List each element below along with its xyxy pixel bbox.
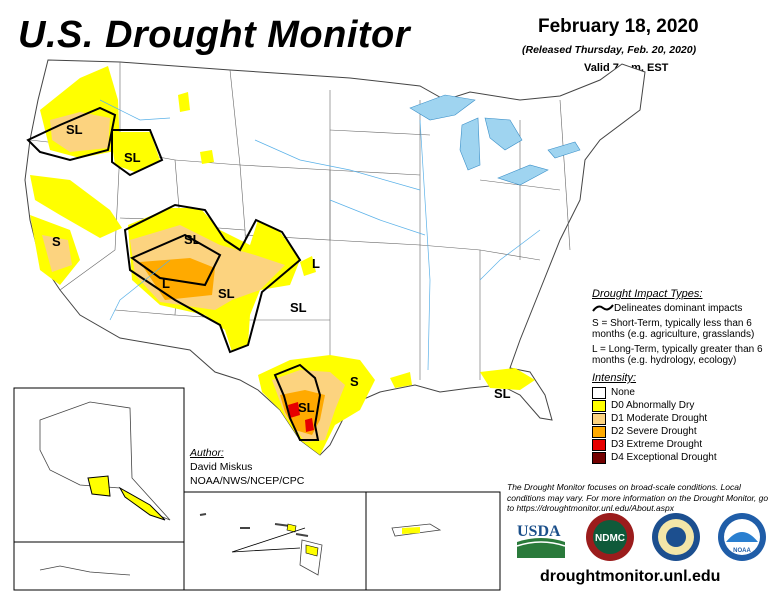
- ndmc-logo: NDMC: [582, 512, 638, 567]
- great-lakes: [409, 94, 581, 186]
- commerce-logo: [648, 512, 704, 567]
- alaska-inset: [13, 387, 185, 591]
- label-sl-idaho: SL: [124, 150, 141, 165]
- conus-outline: [24, 59, 646, 456]
- intensity-label: D2 Severe Drought: [611, 426, 697, 437]
- intensity-item: D1 Moderate Drought: [592, 413, 772, 425]
- d0-louisiana: [390, 372, 412, 388]
- usda-logo-text: USDA: [517, 523, 561, 540]
- author-heading: Author:: [190, 447, 224, 459]
- disclaimer-note: The Drought Monitor focuses on broad-sca…: [507, 482, 769, 513]
- puerto-rico-inset: [365, 491, 501, 591]
- intensity-swatch: [592, 413, 606, 425]
- intensity-label: None: [611, 387, 635, 398]
- intensity-heading: Intensity:: [592, 372, 637, 384]
- hawaii-inset: [183, 491, 367, 591]
- intensity-item: D3 Extreme Drought: [592, 439, 772, 451]
- label-sl-utah: SL: [184, 232, 201, 247]
- d0-nevada-band: [30, 175, 122, 238]
- intensity-swatch: [592, 426, 606, 438]
- map-date: February 18, 2020: [538, 16, 699, 37]
- intensity-swatch: [592, 439, 606, 451]
- drought-areas: [30, 66, 535, 455]
- label-sl-panhandle: SL: [290, 300, 307, 315]
- website-link[interactable]: droughtmonitor.unl.edu: [540, 568, 721, 585]
- label-s-texas: S: [350, 374, 359, 389]
- label-sl-texas: SL: [298, 400, 315, 415]
- impact-line-icon: [592, 304, 614, 312]
- impact-line-desc: Delineates dominant impacts: [614, 303, 743, 314]
- impact-short: S = Short-Term, typically less than 6 mo…: [592, 318, 755, 340]
- intensity-label: D0 Abnormally Dry: [611, 400, 695, 411]
- intensity-list: None D0 Abnormally Dry D1 Moderate Drought…: [592, 387, 772, 464]
- intensity-item: D2 Severe Drought: [592, 426, 772, 438]
- intensity-label: D1 Moderate Drought: [611, 413, 708, 424]
- map-title: U.S. Drought Monitor: [18, 14, 411, 56]
- intensity-label: D4 Exceptional Drought: [611, 452, 717, 463]
- intensity-item: D0 Abnormally Dry: [592, 400, 772, 412]
- author-name: David Miskus: [190, 461, 253, 473]
- intensity-label: D3 Extreme Drought: [611, 439, 703, 450]
- legend: Drought Impact Types: Delineates dominan…: [592, 288, 772, 465]
- impact-heading: Drought Impact Types:: [592, 288, 703, 300]
- rivers: [99, 99, 541, 371]
- intensity-swatch: [592, 452, 606, 464]
- label-sl-newmexico: SL: [218, 286, 235, 301]
- noaa-logo-text: NOAA: [733, 548, 751, 554]
- d3-texas: [288, 402, 314, 432]
- map-labels: SL SL S SL L SL L SL S SL SL S L S: [52, 122, 511, 559]
- intensity-swatch: [592, 400, 606, 412]
- intensity-swatch: [592, 387, 606, 399]
- intensity-item: None: [592, 387, 772, 399]
- label-s-california: S: [52, 234, 61, 249]
- author-org: NOAA/NWS/NCEP/CPC: [190, 475, 305, 487]
- d0-idaho: [110, 132, 160, 172]
- ndmc-logo-text: NDMC: [595, 533, 625, 544]
- usda-logo: USDA: [515, 520, 567, 560]
- label-l-plains: L: [312, 256, 320, 271]
- label-sl-florida: SL: [494, 386, 511, 401]
- impact-line-row: Delineates dominant impacts: [592, 303, 772, 314]
- intensity-item: D4 Exceptional Drought: [592, 452, 772, 464]
- d2-texas: [280, 390, 325, 435]
- impact-long: L = Long-Term, typically greater than 6 …: [592, 344, 763, 366]
- release-date: (Released Thursday, Feb. 20, 2020): [522, 44, 697, 56]
- impact-lines: [26, 106, 322, 441]
- label-sl-pnw: SL: [66, 122, 83, 137]
- d1-california: [42, 235, 72, 272]
- noaa-logo: NOAA: [714, 512, 770, 567]
- d0-gulf-coast: [480, 368, 535, 390]
- label-l-arizona: L: [162, 276, 170, 291]
- author-block: Author: David Miskus NOAA/NWS/NCEP/CPC: [190, 446, 304, 488]
